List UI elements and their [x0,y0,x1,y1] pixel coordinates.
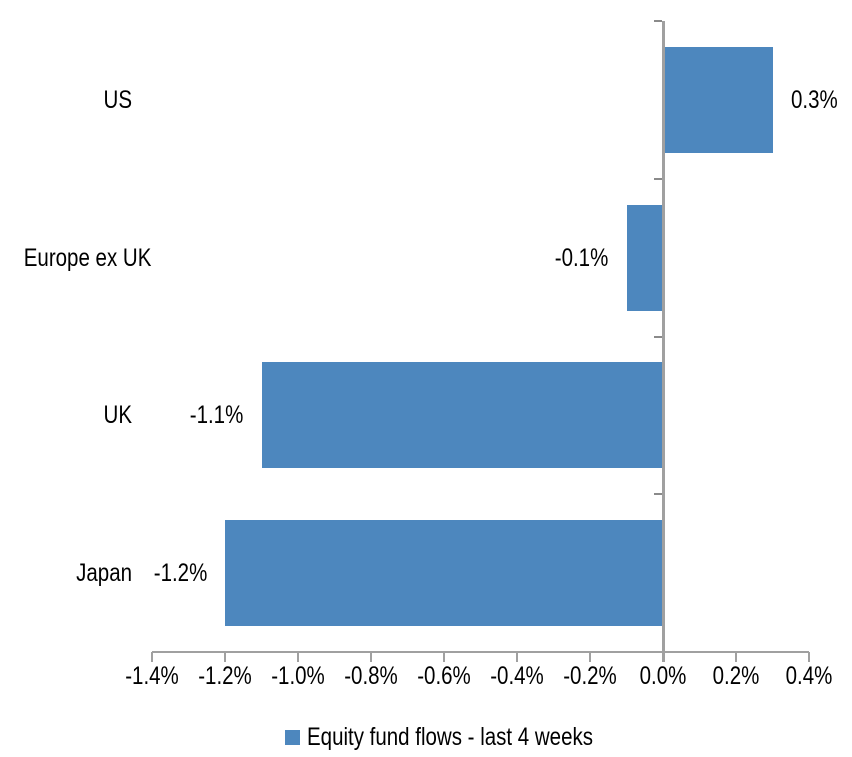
x-axis-tick [151,652,153,662]
x-axis-tick [589,652,591,662]
x-tick-label: 0.2% [712,662,760,690]
x-axis-tick [735,652,737,662]
x-axis-tick [662,652,664,662]
x-tick-label: -1.2% [198,662,252,690]
category-axis-tick [654,335,662,338]
bar-value-label-uk: -1.1% [189,401,244,430]
bar-value-label-japan: -1.2% [153,559,207,588]
bar-us [663,46,773,153]
x-tick-label: -0.4% [490,662,544,690]
x-tick-label: 0.0% [639,662,687,690]
category-axis-tick [654,493,662,496]
x-axis-tick [516,652,518,662]
category-axis-tick [654,20,662,22]
category-label-europe-ex-uk: Europe ex UK [23,243,152,272]
legend-label: Equity fund flows - last 4 weeks [307,723,594,751]
x-axis-tick [224,652,226,662]
x-tick-label: -0.8% [344,662,398,690]
legend: Equity fund flows - last 4 weeks [285,722,656,752]
zero-axis-line [661,21,665,662]
x-tick-label: -0.2% [563,662,617,690]
bar-value-label-us: 0.3% [790,85,838,114]
x-tick-label: -1.4% [125,662,179,690]
category-label-us: US [103,85,132,114]
x-axis-tick [443,652,445,662]
x-axis-line [152,651,809,653]
legend-swatch-icon [285,729,300,745]
x-tick-label: 0.4% [785,662,833,690]
category-axis-tick [654,177,662,180]
x-axis-tick [808,652,810,662]
x-axis-tick [297,652,299,662]
x-tick-label: -1.0% [271,662,325,690]
bar-japan [225,520,663,627]
x-axis-tick [370,652,372,662]
x-tick-label: -0.6% [417,662,471,690]
bar-europe-ex-uk [626,204,663,311]
category-label-uk: UK [103,401,132,430]
bar-value-label-europe-ex-uk: -0.1% [554,243,609,272]
category-label-japan: Japan [76,559,132,588]
bar-uk [261,362,663,469]
